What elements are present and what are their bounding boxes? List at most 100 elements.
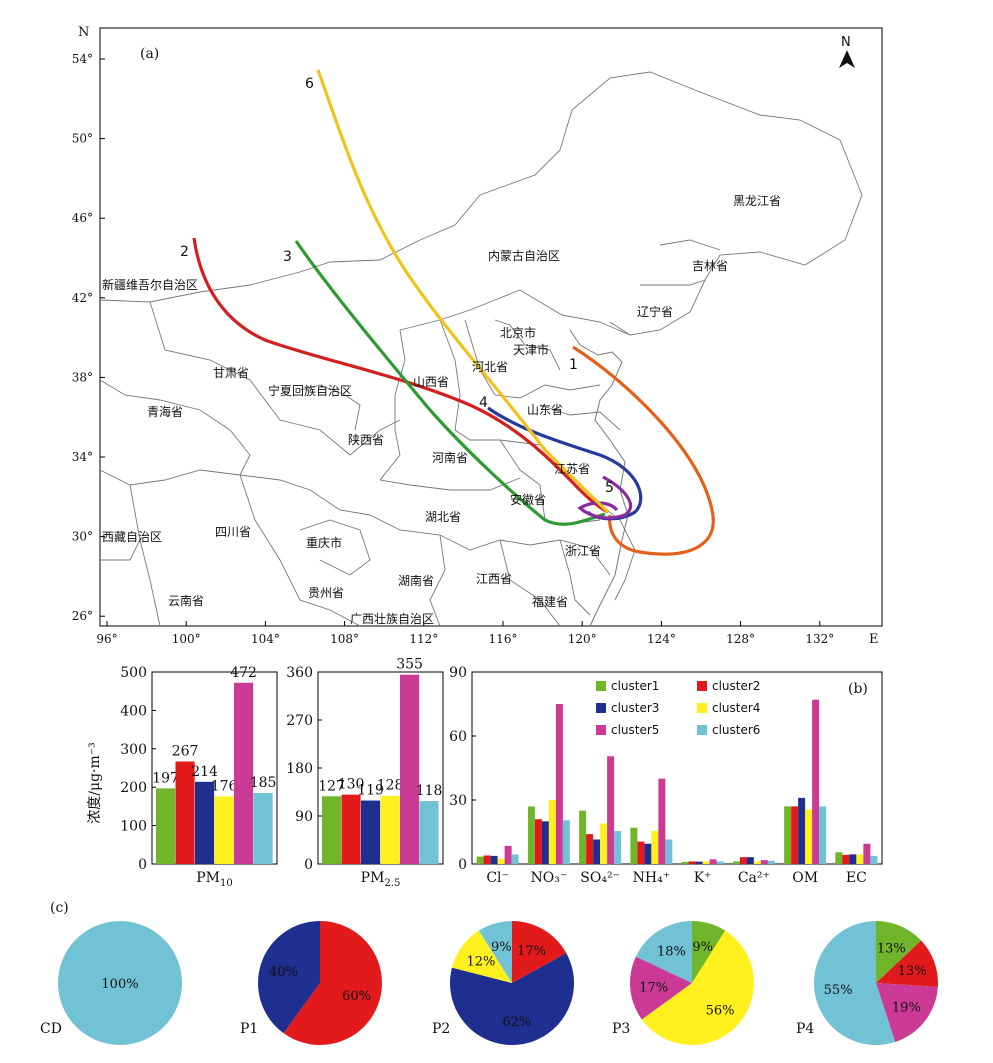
lat-tick-label: 46° xyxy=(72,211,93,225)
x-tick-label: Ca²⁺ xyxy=(738,870,770,886)
bar-value-label: 128 xyxy=(377,778,404,794)
bar-value-label: 197 xyxy=(152,770,179,786)
province-borders xyxy=(99,71,863,627)
bar xyxy=(784,806,792,864)
trajectory-cluster1 xyxy=(572,345,715,556)
bar xyxy=(600,823,608,864)
bar xyxy=(234,682,254,864)
legend-label: cluster5 xyxy=(611,723,659,737)
bar xyxy=(665,839,673,864)
province-label: 河南省 xyxy=(432,450,468,465)
bar-value-label: 118 xyxy=(416,783,443,799)
pie-slice xyxy=(258,921,320,1034)
x-tick-label: K⁺ xyxy=(694,870,712,886)
bar xyxy=(709,859,717,864)
y-tick-label: 400 xyxy=(120,703,147,719)
pie-name-label: P4 xyxy=(796,1021,814,1037)
pie-slice-label: 56% xyxy=(706,1003,735,1018)
bar xyxy=(400,674,420,864)
bar xyxy=(819,806,827,864)
x-tick-label: OM xyxy=(792,870,818,886)
province-label: 江西省 xyxy=(476,572,512,586)
y-tick-label: 60 xyxy=(449,729,467,745)
province-label: 四川省 xyxy=(215,525,251,539)
pie-slice-label: 100% xyxy=(101,977,138,992)
bar xyxy=(658,778,666,864)
pie-name-label: CD xyxy=(40,1021,62,1037)
lat-tick-label: 42° xyxy=(72,291,93,305)
y-tick-label: 90 xyxy=(449,665,467,681)
bar xyxy=(380,795,400,864)
map-frame xyxy=(99,27,883,627)
lat-axis-letter: N xyxy=(78,25,89,40)
bar-value-label: 267 xyxy=(172,743,199,759)
bar xyxy=(739,857,747,864)
pie-slice-label: 17% xyxy=(517,944,546,959)
bar-value-label: 355 xyxy=(396,657,423,673)
bar xyxy=(504,845,512,864)
bar xyxy=(849,854,857,864)
bar xyxy=(607,756,615,864)
pie-slice-label: 9% xyxy=(491,940,512,955)
y-tick-label: 100 xyxy=(120,819,147,835)
province-label: 湖北省 xyxy=(425,509,461,524)
trajectory-map: 1 2 3 4 5 6 新疆维吾尔自治区 内蒙古自治区 黑龙江省 吉林省 辽宁省… xyxy=(72,25,883,647)
pie-slice-label: 18% xyxy=(657,945,686,960)
panel-label-c: (c) xyxy=(50,900,69,916)
bar xyxy=(361,800,381,864)
legend: cluster1 cluster2 cluster3 cluster4 cluster5… xyxy=(596,679,760,737)
bar xyxy=(856,854,864,864)
bar xyxy=(490,855,498,864)
bar xyxy=(541,821,549,864)
bar xyxy=(579,810,587,864)
trajectory-label-2: 2 xyxy=(180,244,189,260)
y-tick-label: 180 xyxy=(286,761,313,777)
x-axis-label: PM10 xyxy=(196,870,233,889)
province-label: 浙江省 xyxy=(565,544,601,558)
y-tick-label: 30 xyxy=(449,793,467,809)
province-label: 贵州省 xyxy=(308,586,344,600)
y-tick-label: 360 xyxy=(286,665,313,681)
trajectory-label-3: 3 xyxy=(283,249,292,265)
bar xyxy=(695,861,703,864)
pie-name-label: P2 xyxy=(432,1021,450,1037)
pie-slice-label: 40% xyxy=(269,965,298,980)
lon-tick-label: 104° xyxy=(251,632,280,646)
bar xyxy=(753,861,761,864)
bar xyxy=(835,852,843,864)
bar xyxy=(681,861,689,864)
pie-slice xyxy=(635,921,692,983)
bar xyxy=(702,861,710,864)
legend-label: cluster2 xyxy=(712,679,760,693)
x-tick-label: Cl⁻ xyxy=(486,870,509,886)
bar xyxy=(805,809,813,864)
pie-slice-label: 13% xyxy=(877,942,906,957)
bar xyxy=(483,855,491,864)
legend-label: cluster6 xyxy=(712,723,760,737)
legend-label: cluster3 xyxy=(611,701,659,715)
pie-slice xyxy=(814,921,896,1045)
trajectory-cluster2 xyxy=(192,237,609,514)
bar xyxy=(630,827,638,864)
bar xyxy=(527,806,535,864)
lon-tick-label: 128° xyxy=(726,632,755,646)
bar-value-label: 176 xyxy=(211,778,238,794)
bar xyxy=(214,796,234,864)
bar xyxy=(593,839,601,864)
pie-slice xyxy=(58,921,182,1045)
panel-label-a: (a) xyxy=(140,46,159,62)
legend-swatch xyxy=(596,725,606,735)
bar xyxy=(419,801,439,864)
pie-slice-label: 9% xyxy=(692,940,713,955)
province-label: 福建省 xyxy=(532,594,568,609)
y-tick-label: 0 xyxy=(458,857,467,873)
province-label: 山东省 xyxy=(527,403,563,417)
components-bar-chart: 0 30 60 90 Cl⁻ NO₃⁻ SO₄²⁻ NH₄⁺ K⁺ Ca²⁺ OM EC xyxy=(449,665,883,886)
pie-slice xyxy=(451,930,512,983)
trajectory-label-5: 5 xyxy=(605,480,614,496)
trajectory-label-6: 6 xyxy=(305,76,314,92)
y-tick-label: 90 xyxy=(295,809,313,825)
bar xyxy=(614,830,622,864)
